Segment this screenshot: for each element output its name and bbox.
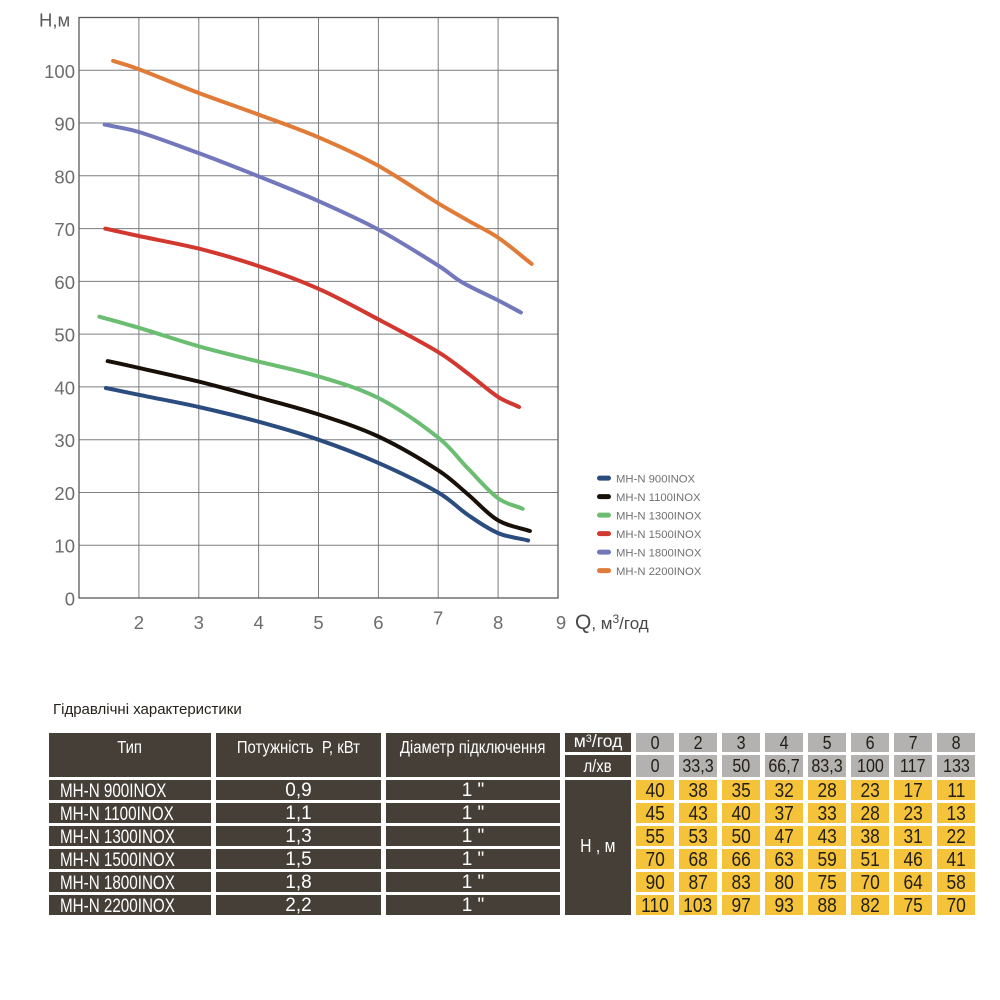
- svg-text:90: 90: [54, 114, 75, 135]
- svg-text:6: 6: [373, 612, 383, 633]
- svg-text:MH-N 2200INOX: MH-N 2200INOX: [616, 566, 702, 578]
- svg-text:MH-N 1500INOX: MH-N 1500INOX: [616, 529, 702, 541]
- svg-text:40: 40: [54, 377, 75, 398]
- svg-text:5: 5: [313, 612, 323, 633]
- svg-text:30: 30: [54, 430, 75, 451]
- svg-text:4: 4: [253, 612, 263, 633]
- svg-text:2: 2: [134, 612, 144, 633]
- svg-text:MH-N 900INOX: MH-N 900INOX: [616, 474, 696, 486]
- svg-text:0: 0: [65, 589, 75, 610]
- svg-text:Q, м3/год: Q, м3/год: [575, 611, 649, 634]
- svg-text:3: 3: [194, 612, 204, 633]
- svg-text:80: 80: [54, 166, 75, 187]
- svg-text:8: 8: [493, 612, 503, 633]
- svg-text:70: 70: [54, 219, 75, 240]
- svg-text:20: 20: [54, 483, 75, 504]
- svg-text:MH-N 1100INOX: MH-N 1100INOX: [616, 492, 701, 504]
- svg-text:100: 100: [44, 61, 75, 82]
- svg-text:Н,м: Н,м: [39, 10, 70, 31]
- svg-text:9: 9: [556, 612, 566, 633]
- svg-text:10: 10: [54, 536, 75, 557]
- svg-text:50: 50: [54, 325, 75, 346]
- svg-text:MH-N 1800INOX: MH-N 1800INOX: [616, 548, 702, 560]
- svg-text:60: 60: [54, 272, 75, 293]
- svg-text:MH-N 1300INOX: MH-N 1300INOX: [616, 511, 702, 523]
- svg-text:7: 7: [433, 608, 443, 629]
